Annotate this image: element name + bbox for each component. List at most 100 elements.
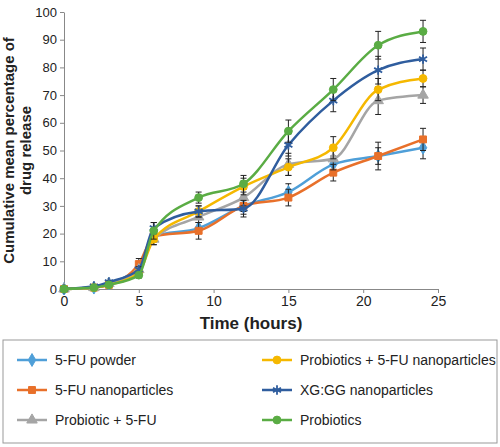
y-tick-label: 30 xyxy=(43,199,57,214)
marker xyxy=(61,286,68,293)
y-tick: 80 xyxy=(43,60,64,75)
y-tick: 40 xyxy=(43,171,64,186)
legend-entry: 5-FU powder xyxy=(17,352,136,368)
marker xyxy=(419,54,427,63)
error-bar xyxy=(241,175,247,192)
series-line xyxy=(64,148,423,289)
legend-label: 5-FU nanoparticles xyxy=(55,382,173,398)
chart: 05101520250102030405060708090100Time (ho… xyxy=(0,0,500,447)
marker xyxy=(420,136,427,143)
series-line xyxy=(64,95,423,289)
y-tick-label: 100 xyxy=(35,5,57,20)
x-tick-label: 10 xyxy=(206,293,222,309)
marker xyxy=(105,281,113,289)
error-bar xyxy=(285,189,291,206)
x-tick: 10 xyxy=(206,289,222,309)
marker xyxy=(375,153,382,160)
marker xyxy=(105,277,112,290)
series xyxy=(61,128,427,292)
series-line xyxy=(64,139,423,289)
error-bar xyxy=(420,20,426,42)
y-tick: 90 xyxy=(43,32,64,47)
y-tick-mark xyxy=(60,123,64,124)
marker xyxy=(89,282,100,291)
marker xyxy=(418,89,429,98)
error-bar xyxy=(330,137,336,159)
y-tick: 30 xyxy=(43,199,64,214)
marker xyxy=(135,271,143,279)
x-tick: 20 xyxy=(356,289,372,309)
marker xyxy=(195,207,203,216)
y-tick: 100 xyxy=(35,5,64,20)
x-tick: 5 xyxy=(135,289,143,309)
legend-label: Probiotics xyxy=(300,412,361,428)
legend-label: 5-FU powder xyxy=(55,352,136,368)
y-axis-title-line: drug release xyxy=(17,106,34,195)
marker xyxy=(195,227,202,234)
y-tick-mark xyxy=(60,151,64,152)
error-bar xyxy=(285,159,291,176)
marker xyxy=(105,281,113,289)
plot: 05101520250102030405060708090100 xyxy=(35,5,446,309)
marker xyxy=(90,284,98,292)
marker xyxy=(374,86,382,94)
marker xyxy=(150,227,158,235)
marker xyxy=(90,284,97,291)
legend-marker xyxy=(273,356,281,364)
marker xyxy=(284,163,292,171)
y-axis-title: Cumulative mean percentage ofdrug releas… xyxy=(0,36,34,264)
error-bar xyxy=(375,31,381,59)
error-bar xyxy=(375,142,381,170)
y-tick-label: 0 xyxy=(50,282,57,297)
x-tick-label: 20 xyxy=(356,293,372,309)
x-tick-label: 25 xyxy=(431,293,447,309)
y-tick-label: 10 xyxy=(43,254,57,269)
marker xyxy=(374,41,382,49)
y-axis: 0102030405060708090100 xyxy=(35,5,64,297)
legend: 5-FU powder 5-FU nanoparticles Probiotic +… xyxy=(3,340,497,443)
y-tick-label: 40 xyxy=(43,171,57,186)
marker xyxy=(285,194,292,201)
legend-entry: Probiotics + 5-FU nanoparticles xyxy=(262,352,496,368)
legend-entry: Probiotic + 5-FU xyxy=(17,412,157,428)
marker xyxy=(60,285,68,293)
x-tick-label: 5 xyxy=(135,293,143,309)
marker xyxy=(90,284,98,292)
marker xyxy=(60,284,68,293)
series-line xyxy=(64,31,423,289)
y-tick-mark xyxy=(60,261,64,262)
y-tick-label: 70 xyxy=(43,88,57,103)
error-bar xyxy=(420,70,426,87)
marker xyxy=(60,285,68,293)
marker xyxy=(60,283,67,295)
y-tick-mark xyxy=(60,67,64,68)
legend-marker xyxy=(29,387,36,394)
marker xyxy=(284,127,292,135)
y-axis-title-line: Cumulative mean percentage of xyxy=(0,36,17,264)
y-tick-mark xyxy=(60,234,64,235)
error-bar xyxy=(285,153,291,175)
y-tick: 10 xyxy=(43,254,64,269)
marker xyxy=(419,27,427,35)
legend-entry: Probiotics xyxy=(262,412,361,428)
y-tick-label: 60 xyxy=(43,115,57,130)
y-tick-label: 80 xyxy=(43,60,57,75)
y-tick-mark xyxy=(60,12,64,13)
x-axis-title: Time (hours) xyxy=(200,314,303,333)
legend-label: XG:GG nanoparticles xyxy=(300,382,433,398)
error-bar xyxy=(420,128,426,150)
y-tick: 60 xyxy=(43,115,64,130)
y-tick-mark xyxy=(60,206,64,207)
series-line xyxy=(64,78,423,289)
marker xyxy=(90,281,97,294)
marker xyxy=(90,282,98,291)
y-tick-label: 50 xyxy=(43,143,57,158)
y-tick-mark xyxy=(60,40,64,41)
x-tick: 25 xyxy=(431,289,447,309)
legend-marker xyxy=(27,414,38,423)
marker xyxy=(240,180,248,188)
legend-marker xyxy=(28,354,35,367)
series xyxy=(60,20,427,293)
x-tick-label: 0 xyxy=(61,293,69,309)
marker xyxy=(240,204,248,213)
